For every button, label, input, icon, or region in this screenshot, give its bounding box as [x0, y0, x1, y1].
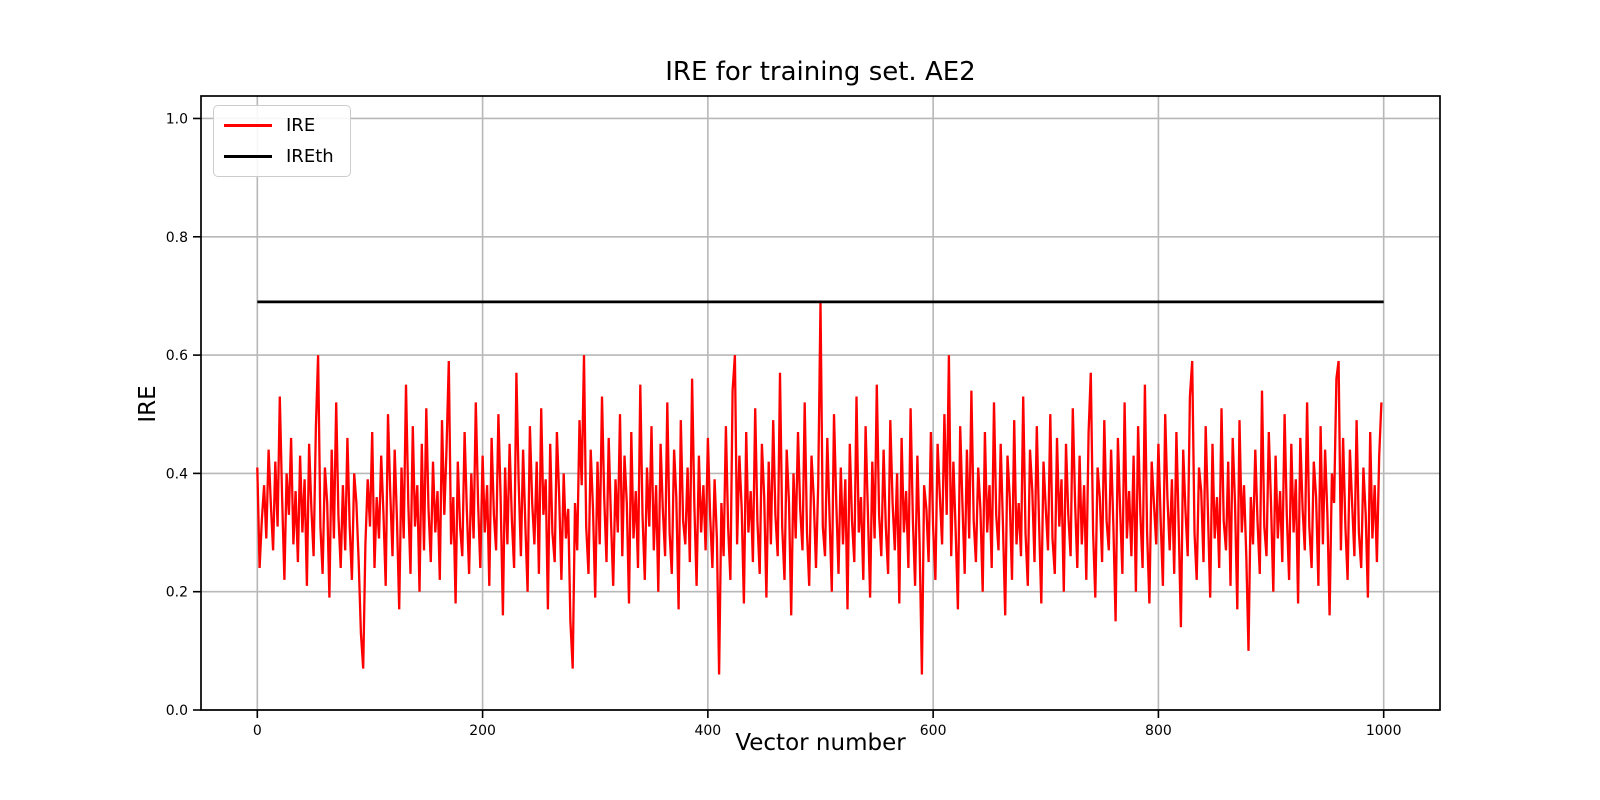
x-tick-label-200: 200	[469, 723, 496, 739]
y-tick-label-1: 1.0	[166, 111, 188, 127]
x-tick-label-800: 800	[1145, 723, 1172, 739]
y-tick-label-0.8: 0.8	[166, 230, 188, 246]
y-tick-label-0.4: 0.4	[166, 466, 188, 482]
y-tick-label-0.2: 0.2	[166, 585, 188, 601]
x-tick-label-1000: 1000	[1366, 723, 1402, 739]
axes-frame	[200, 95, 1441, 711]
x-tick-label-0: 0	[253, 723, 262, 739]
legend-label-ireth: IREth	[286, 145, 334, 167]
ireth-line-sample	[224, 155, 272, 158]
y-tick-label-0: 0.0	[166, 703, 188, 719]
legend-item-ireth: IREth	[224, 146, 340, 168]
x-tick-label-600: 600	[920, 723, 947, 739]
x-tick-label-400: 400	[694, 723, 721, 739]
legend-item-ire: IRE	[224, 115, 340, 137]
ire-line-sample	[224, 124, 272, 127]
y-tick-label-0.6: 0.6	[166, 348, 188, 364]
legend: IRE IREth	[213, 105, 351, 177]
series-ire-line	[256, 301, 1383, 675]
chart-title: IRE for training set. AE2	[665, 57, 976, 87]
legend-label-ire: IRE	[286, 114, 316, 136]
x-axis-label: Vector number	[735, 730, 906, 756]
y-axis-label: IRE	[135, 385, 161, 423]
